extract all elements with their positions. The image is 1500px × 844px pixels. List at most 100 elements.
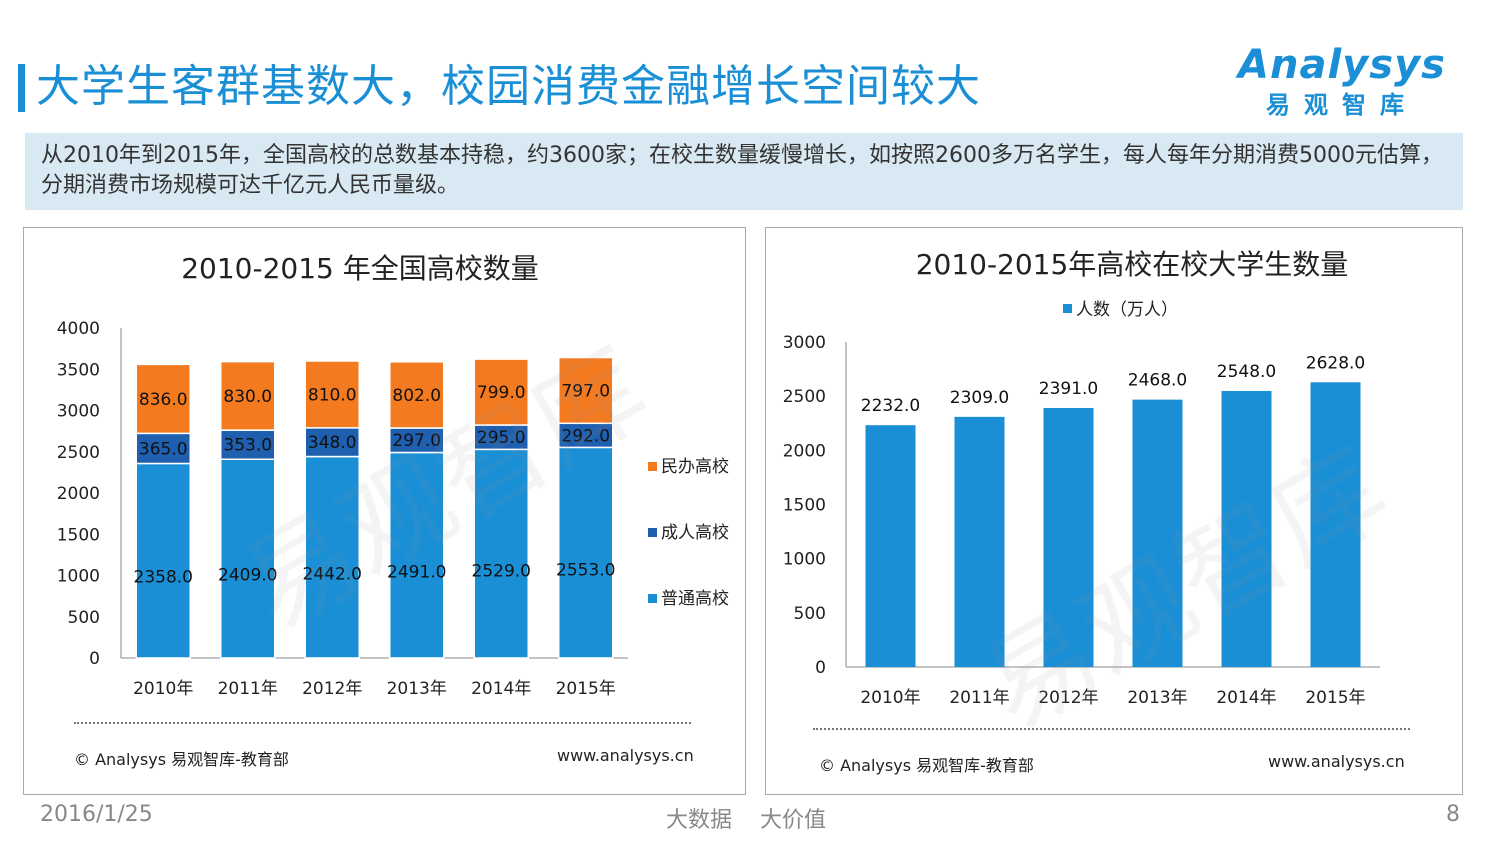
legend-label: 人数（万人） <box>1076 300 1178 320</box>
intro-summary: 从2010年到2015年，全国高校的总数基本持稳，约3600家；在校生数量缓慢增… <box>25 133 1463 210</box>
bar-segment <box>220 360 276 431</box>
x-tick-label: 2015年 <box>556 679 616 699</box>
x-tick-label: 2012年 <box>302 679 362 699</box>
data-label: 2358.0 <box>134 567 193 587</box>
source-divider <box>813 728 1410 730</box>
y-tick-label: 0 <box>815 658 826 678</box>
bar-segment <box>220 429 276 461</box>
page-title: 大学生客群基数大，校园消费金融增长空间较大 <box>36 61 981 112</box>
bar-segment <box>558 356 614 425</box>
bar-segment <box>135 432 191 465</box>
y-tick-label: 2500 <box>57 443 100 463</box>
chart-panel-institutions: 2010-2015 年全国高校数量 0 500 1000 1500 2000 2500 300… <box>23 227 746 795</box>
legend-swatch <box>648 594 657 603</box>
bar-segment <box>389 361 445 429</box>
footer-slogan: 大数据 大价值 <box>666 808 826 833</box>
data-label: 2553.0 <box>556 561 615 581</box>
chart-title: 2010-2015 年全国高校数量 <box>181 252 539 285</box>
bar-segment <box>304 360 360 429</box>
bar <box>865 425 916 667</box>
analysys-logo: Analysys 易观智库 <box>1232 40 1452 132</box>
y-tick-label: 0 <box>89 649 100 669</box>
data-label: 348.0 <box>308 433 357 453</box>
data-label: 292.0 <box>561 426 610 446</box>
bar-segment <box>220 458 276 659</box>
bar-segment <box>558 446 614 659</box>
bar <box>1310 382 1361 667</box>
site-link[interactable]: www.analysys.cn <box>1268 752 1405 771</box>
data-label: 353.0 <box>223 436 272 456</box>
legend-label: 民办高校 <box>661 457 729 477</box>
data-label: 2491.0 <box>387 563 446 583</box>
data-label: 2309.0 <box>950 388 1009 408</box>
x-tick-label: 2010年 <box>860 688 920 708</box>
data-label: 797.0 <box>561 381 610 401</box>
data-label: 836.0 <box>139 390 188 410</box>
x-tick-label: 2011年 <box>218 679 278 699</box>
x-tick-label: 2014年 <box>1216 688 1276 708</box>
x-tick-label: 2015年 <box>1305 688 1365 708</box>
legend-label: 普通高校 <box>661 589 729 609</box>
source-divider <box>74 722 691 724</box>
y-tick-label: 500 <box>794 604 826 624</box>
data-label: 2232.0 <box>861 396 920 416</box>
bar-segment <box>389 451 445 659</box>
x-tick-label: 2012年 <box>1038 688 1098 708</box>
bar <box>1221 390 1272 667</box>
bar-segment <box>135 462 191 659</box>
y-tick-label: 500 <box>68 608 100 628</box>
y-tick-label: 3500 <box>57 360 100 380</box>
data-label: 2548.0 <box>1217 362 1276 382</box>
y-tick-label: 1500 <box>783 496 826 516</box>
data-label: 2409.0 <box>218 566 277 586</box>
y-tick-label: 1000 <box>783 550 826 570</box>
title-accent-bar <box>18 64 25 112</box>
logo-word: Analysys <box>1238 42 1446 88</box>
y-tick-label: 2000 <box>57 484 100 504</box>
bar <box>1043 407 1094 667</box>
data-label: 2529.0 <box>472 561 531 581</box>
data-label: 365.0 <box>139 439 188 459</box>
data-label: 2442.0 <box>303 564 362 584</box>
data-label: 297.0 <box>392 431 441 451</box>
y-tick-label: 1000 <box>57 567 100 587</box>
bar-segment <box>558 422 614 449</box>
source-label: © Analysys 易观智库-教育部 <box>74 750 289 769</box>
x-tick-label: 2011年 <box>949 688 1009 708</box>
bar <box>954 416 1005 667</box>
site-link[interactable]: www.analysys.cn <box>557 746 694 765</box>
y-tick-label: 2500 <box>783 387 826 407</box>
logo-chinese: 易观智库 <box>1266 91 1418 119</box>
y-tick-label: 4000 <box>57 319 100 339</box>
data-label: 2391.0 <box>1039 379 1098 399</box>
bar-segment <box>473 448 529 659</box>
x-tick-label: 2010年 <box>133 679 193 699</box>
x-tick-label: 2013年 <box>1127 688 1187 708</box>
legend-label: 成人高校 <box>661 523 729 543</box>
y-tick-label: 3000 <box>783 333 826 353</box>
x-tick-label: 2013年 <box>387 679 447 699</box>
bar-segment <box>135 363 191 435</box>
chart-title: 2010-2015年高校在校大学生数量 <box>916 248 1349 281</box>
x-tick-label: 2014年 <box>471 679 531 699</box>
source-label: © Analysys 易观智库-教育部 <box>819 756 1034 775</box>
y-tick-label: 1500 <box>57 525 100 545</box>
data-label: 2628.0 <box>1306 353 1365 373</box>
data-label: 830.0 <box>223 387 272 407</box>
bar-segment <box>473 358 529 426</box>
y-tick-label: 3000 <box>57 402 100 422</box>
footer-date: 2016/1/25 <box>40 802 153 827</box>
bar-segment <box>389 427 445 454</box>
page-number: 8 <box>1446 802 1460 827</box>
data-label: 295.0 <box>477 428 526 448</box>
bar <box>1132 399 1183 667</box>
legend-swatch <box>648 528 657 537</box>
data-label: 2468.0 <box>1128 371 1187 391</box>
chart-panel-students: 2010-2015年高校在校大学生数量 人数（万人） 0 500 1000 1500 200… <box>765 227 1463 795</box>
data-label: 799.0 <box>477 383 526 403</box>
data-label: 810.0 <box>308 385 357 405</box>
bar-segment <box>473 424 529 451</box>
legend-swatch <box>648 462 657 471</box>
legend-swatch <box>1063 304 1072 313</box>
